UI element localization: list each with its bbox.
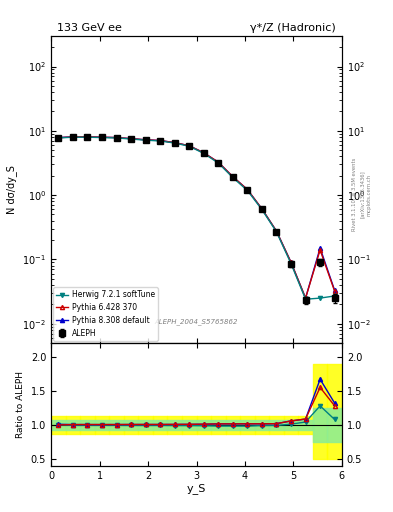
Pythia 6.428 370 [332, 288, 337, 294]
Pythia 6.428 370 [303, 295, 308, 301]
Line: Pythia 6.428 370: Pythia 6.428 370 [56, 135, 337, 300]
Herwig 7.2.1 softTune [318, 295, 323, 301]
Pythia 8.308 default [245, 186, 250, 193]
Herwig 7.2.1 softTune [332, 293, 337, 299]
Pythia 8.308 default [260, 206, 264, 212]
Pythia 6.428 370 [318, 247, 323, 253]
Pythia 8.308 default [85, 134, 90, 140]
Pythia 6.428 370 [114, 135, 119, 141]
Pythia 6.428 370 [187, 143, 192, 149]
Pythia 6.428 370 [289, 259, 294, 265]
Pythia 8.308 default [114, 135, 119, 141]
Herwig 7.2.1 softTune [114, 135, 119, 141]
Pythia 6.428 370 [173, 140, 177, 146]
Herwig 7.2.1 softTune [71, 134, 75, 140]
Pythia 8.308 default [71, 134, 75, 140]
Herwig 7.2.1 softTune [303, 296, 308, 302]
Text: γ*/Z (Hadronic): γ*/Z (Hadronic) [250, 23, 336, 33]
Herwig 7.2.1 softTune [56, 135, 61, 141]
Pythia 8.308 default [289, 259, 294, 265]
X-axis label: y_S: y_S [187, 483, 206, 495]
Pythia 6.428 370 [158, 138, 163, 144]
Herwig 7.2.1 softTune [143, 137, 148, 143]
Pythia 8.308 default [173, 140, 177, 146]
Line: Herwig 7.2.1 softTune: Herwig 7.2.1 softTune [56, 135, 337, 302]
Pythia 8.308 default [158, 138, 163, 144]
Pythia 8.308 default [216, 159, 221, 165]
Legend: Herwig 7.2.1 softTune, Pythia 6.428 370, Pythia 8.308 default, ALEPH: Herwig 7.2.1 softTune, Pythia 6.428 370,… [53, 287, 158, 341]
Pythia 8.308 default [129, 136, 134, 142]
Pythia 6.428 370 [100, 134, 105, 140]
Pythia 6.428 370 [85, 134, 90, 140]
Y-axis label: Ratio to ALEPH: Ratio to ALEPH [16, 371, 25, 438]
Pythia 8.308 default [231, 174, 235, 180]
Pythia 6.428 370 [202, 150, 206, 156]
Text: mcplots.cern.ch: mcplots.cern.ch [366, 174, 371, 216]
Pythia 8.308 default [143, 137, 148, 143]
Pythia 6.428 370 [71, 134, 75, 140]
Herwig 7.2.1 softTune [260, 206, 264, 212]
Pythia 6.428 370 [216, 159, 221, 165]
Herwig 7.2.1 softTune [274, 229, 279, 235]
Pythia 6.428 370 [231, 174, 235, 180]
Pythia 8.308 default [332, 287, 337, 293]
Y-axis label: N dσ/dy_S: N dσ/dy_S [6, 165, 17, 214]
Pythia 6.428 370 [143, 137, 148, 143]
Herwig 7.2.1 softTune [85, 134, 90, 140]
Herwig 7.2.1 softTune [245, 187, 250, 194]
Herwig 7.2.1 softTune [216, 160, 221, 166]
Pythia 6.428 370 [129, 136, 134, 142]
Pythia 8.308 default [274, 228, 279, 234]
Herwig 7.2.1 softTune [202, 151, 206, 157]
Pythia 8.308 default [187, 143, 192, 149]
Pythia 6.428 370 [245, 186, 250, 193]
Pythia 6.428 370 [56, 135, 61, 141]
Pythia 6.428 370 [274, 228, 279, 234]
Pythia 8.308 default [56, 135, 61, 141]
Text: Rivet 3.1.10, ≥ 3.5M events: Rivet 3.1.10, ≥ 3.5M events [352, 158, 357, 231]
Herwig 7.2.1 softTune [173, 140, 177, 146]
Herwig 7.2.1 softTune [129, 136, 134, 142]
Pythia 6.428 370 [260, 206, 264, 212]
Pythia 8.308 default [303, 295, 308, 301]
Text: [arXiv:1306.3436]: [arXiv:1306.3436] [360, 170, 365, 219]
Pythia 8.308 default [318, 245, 323, 251]
Text: ALEPH_2004_S5765862: ALEPH_2004_S5765862 [155, 318, 238, 325]
Pythia 8.308 default [100, 134, 105, 140]
Line: Pythia 8.308 default: Pythia 8.308 default [56, 135, 337, 300]
Herwig 7.2.1 softTune [289, 261, 294, 267]
Pythia 8.308 default [202, 150, 206, 156]
Herwig 7.2.1 softTune [100, 135, 105, 141]
Herwig 7.2.1 softTune [187, 143, 192, 150]
Text: 133 GeV ee: 133 GeV ee [57, 23, 122, 33]
Herwig 7.2.1 softTune [231, 175, 235, 181]
Herwig 7.2.1 softTune [158, 138, 163, 144]
